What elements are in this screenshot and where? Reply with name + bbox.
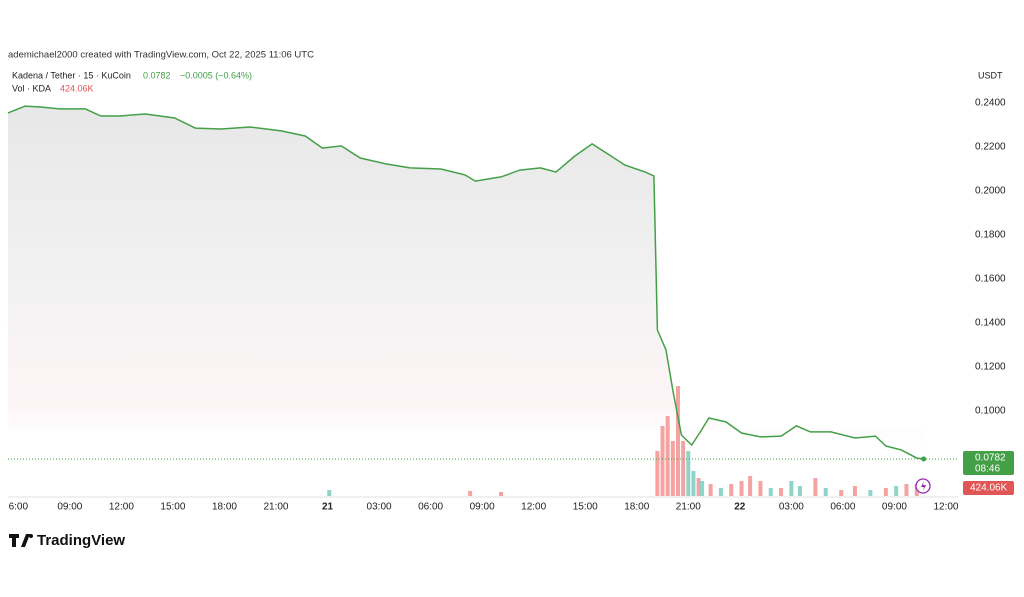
volume-bar: [696, 478, 701, 496]
y-tick-label: 0.1000: [975, 406, 1006, 417]
volume-bar: [718, 487, 723, 496]
volume-bar: [839, 490, 844, 496]
price-badge: [963, 450, 1014, 475]
x-tick-label: 03:00: [779, 502, 804, 513]
y-tick-label: 0.2400: [975, 98, 1006, 109]
logo-dot: [29, 534, 33, 538]
volume-bar: [748, 475, 753, 496]
volume-bar: [468, 490, 473, 496]
volume-bar: [894, 486, 899, 496]
y-tick-label: 0.2200: [975, 142, 1006, 153]
logo-group: TradingView: [9, 532, 125, 549]
x-tick-label: 22: [734, 502, 746, 513]
logo-mark: [9, 534, 30, 547]
volume-bar: [852, 486, 857, 496]
volume-bar: [789, 481, 794, 496]
last-point: [921, 456, 927, 462]
y-tick-label: 0.1400: [975, 318, 1006, 329]
volume-bar: [700, 481, 705, 496]
x-tick-label: 09:00: [57, 502, 82, 513]
x-tick-label: 06:00: [830, 502, 855, 513]
volume-bar: [675, 386, 680, 496]
change: −0.0005 (−0.64%): [180, 70, 252, 80]
volume-bar: [670, 440, 675, 496]
volume-bar: [655, 451, 660, 496]
countdown: 08:46: [975, 464, 1000, 475]
y-tick-label: 0.1200: [975, 362, 1006, 373]
volume-bar: [729, 484, 734, 496]
y-tick-label: 0.1600: [975, 274, 1006, 285]
volume-bar: [327, 490, 332, 496]
x-tick-label: 09:00: [882, 502, 907, 513]
x-tick-label: 21:00: [676, 502, 701, 513]
volume-bar: [739, 481, 744, 496]
logo-text: TradingView: [37, 532, 125, 549]
volume-bar: [883, 487, 888, 496]
x-tick-label: 15:00: [160, 502, 185, 513]
alert-bolt: [921, 481, 926, 491]
volume-bar: [823, 487, 828, 496]
volume-bar: [813, 478, 818, 496]
x-tick-label: 15:00: [573, 502, 598, 513]
x-tick-label: 09:00: [470, 502, 495, 513]
volume-bar: [768, 487, 773, 496]
price-line: [7, 105, 924, 460]
x-tick-label: 12:00: [521, 502, 546, 513]
volume-badge: [963, 481, 1014, 495]
volume-badge-text: 424.06K: [970, 483, 1008, 494]
volume-title: Vol · KDA: [12, 83, 51, 93]
x-tick-label: 21: [322, 502, 334, 513]
volume-bar: [686, 451, 691, 496]
volume-bar: [779, 487, 784, 496]
x-tick-label: 03:00: [367, 502, 392, 513]
volume-bar: [681, 440, 686, 496]
volume-bar: [660, 425, 665, 496]
volume-bar: [691, 471, 696, 496]
symbol: Kadena / Tether · 15 · KuCoin: [12, 70, 131, 80]
x-tick-label: 18:00: [212, 502, 237, 513]
x-tick-label: 6:00: [9, 502, 29, 513]
x-tick-label: 18:00: [624, 502, 649, 513]
volume-bar: [758, 481, 763, 496]
volume-bar: [665, 415, 670, 496]
volume-bar: [708, 484, 713, 496]
y-tick-label: 0.1800: [975, 230, 1006, 241]
x-tick-label: 06:00: [418, 502, 443, 513]
y-tick-label: 0.2000: [975, 186, 1006, 197]
volume-bar: [868, 490, 873, 496]
x-tick-label: 21:00: [263, 502, 288, 513]
header: ademichael2000 created with TradingView.…: [8, 50, 314, 61]
volume-bar: [499, 492, 504, 496]
area: [8, 106, 924, 459]
x-tick-label: 12:00: [109, 502, 134, 513]
last-price: 0.0782: [143, 70, 171, 80]
volume-bar: [797, 486, 802, 496]
currency: USDT: [978, 70, 1003, 80]
price-badge-text: 0.0782: [975, 453, 1006, 464]
x-tick-label: 12:00: [933, 502, 958, 513]
volume-last: 424.06K: [60, 83, 94, 93]
volume-bar: [904, 484, 909, 496]
